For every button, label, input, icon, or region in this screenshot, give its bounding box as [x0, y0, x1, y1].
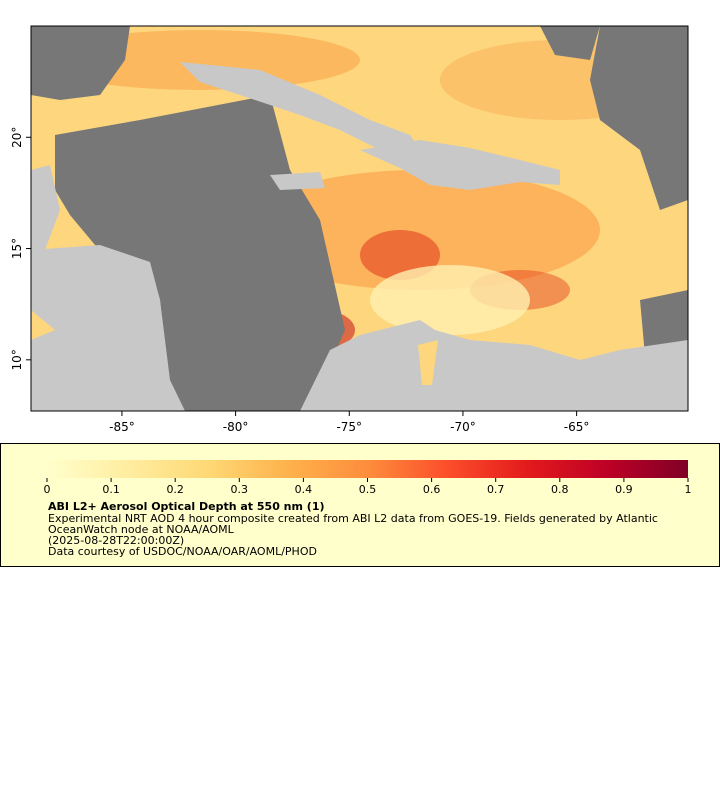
colorbar-tick-label: 0.6 [423, 483, 441, 496]
colorbar-tick-label: 0.5 [359, 483, 377, 496]
colorbar [47, 460, 688, 478]
land [360, 140, 560, 190]
land [31, 165, 60, 260]
colorbar-tick-label: 0.8 [551, 483, 569, 496]
x-tick-label: -70° [450, 420, 476, 434]
x-tick-label: -75° [336, 420, 362, 434]
legend-title: ABI L2+ Aerosol Optical Depth at 550 nm … [48, 500, 325, 513]
colorbar-tick-label: 1 [685, 483, 692, 496]
legend-line: Data courtesy of USDOC/NOAA/OAR/AOML/PHO… [48, 545, 317, 558]
colorbar-tick-label: 0.1 [102, 483, 120, 496]
map-frame [30, 25, 689, 412]
x-tick-label: -65° [564, 420, 590, 434]
legend-line: (2025-08-28T22:00:00Z) [48, 534, 184, 547]
aerosol-field [418, 340, 438, 385]
land [180, 62, 420, 150]
aerosol-plume [240, 170, 600, 290]
no-data [31, 26, 130, 100]
y-tick-label: 20° [10, 127, 24, 148]
x-tick-label: -85° [109, 420, 135, 434]
colorbar-tick-label: 0.9 [615, 483, 633, 496]
no-data [540, 26, 600, 60]
land [300, 320, 688, 411]
colorbar-tick-label: 0.7 [487, 483, 505, 496]
no-data [55, 95, 345, 411]
no-data [590, 26, 688, 210]
legend-line: OceanWatch node at NOAA/AOML [48, 523, 235, 536]
y-tick-label: 10° [10, 349, 24, 370]
aerosol-plume [360, 230, 440, 280]
colorbar-tick-label: 0.2 [166, 483, 184, 496]
y-tick-label: 15° [10, 238, 24, 259]
x-tick-label: -80° [223, 420, 249, 434]
colorbar-tick-label: 0 [44, 483, 51, 496]
land [31, 245, 185, 411]
clean-air [370, 265, 530, 335]
land [270, 172, 325, 190]
map-field [31, 26, 688, 411]
colorbar-tick-label: 0.3 [231, 483, 249, 496]
colorbar-tick-label: 0.4 [295, 483, 313, 496]
legend-line: Experimental NRT AOD 4 hour composite cr… [48, 512, 658, 525]
